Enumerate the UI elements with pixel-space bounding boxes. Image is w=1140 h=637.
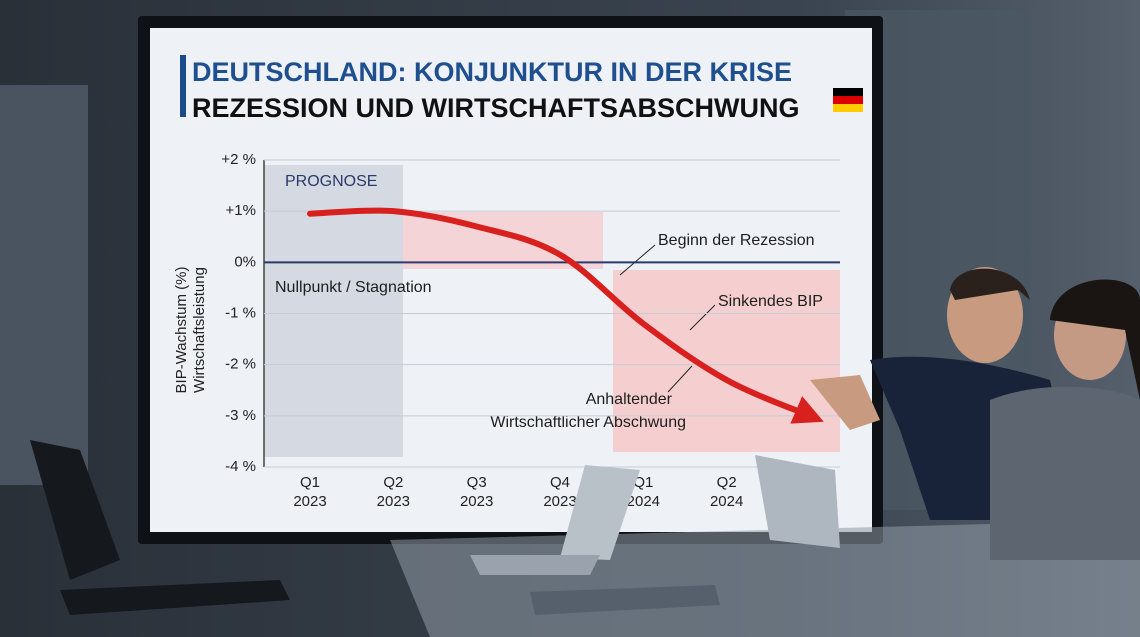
y-tick-label: +2 %	[221, 151, 256, 168]
zero-annotation: Nullpunkt / Stagnation	[275, 279, 432, 296]
flag-red	[833, 96, 863, 104]
x-tick-label: Q2 2023	[377, 474, 410, 510]
colleague-hair	[1050, 279, 1140, 400]
y-axis-label: BIP-Wachstum (%)	[173, 267, 190, 394]
y-axis-label: Wirtschaftsleistung	[191, 267, 208, 393]
y-tick-label: -1 %	[225, 304, 256, 321]
annotation-pointer	[619, 244, 656, 276]
chair-seat	[60, 580, 290, 615]
x-tick-label: Q1 2023	[293, 474, 326, 510]
y-tick-label: -2 %	[225, 356, 256, 373]
folder	[530, 585, 720, 615]
laptop-screen	[560, 465, 640, 560]
flag-black	[833, 88, 863, 96]
x-tick-label: Q2 2024	[710, 474, 743, 510]
forecast-label: PROGNOSE	[285, 173, 377, 190]
plot: +2 % +1% 0% -1 % -2 % -3 % -4 % Q1 2023 Q2 2023 Q3 2…	[221, 151, 840, 510]
recession-annotation: Beginn der Rezession	[658, 232, 815, 249]
x-tick-label: Q3 2023	[460, 474, 493, 510]
downturn-annotation: Anhaltender	[586, 391, 673, 408]
y-tick-label: 0%	[234, 253, 256, 270]
flag-gold	[833, 104, 863, 112]
x-tick-label: Q1 2024	[627, 474, 660, 510]
colleague-body	[990, 386, 1140, 560]
annotation-pointer	[667, 365, 693, 393]
laptop-base	[470, 555, 600, 575]
presenter-hand	[810, 375, 880, 430]
x-tick-label: Q4 2023	[543, 474, 576, 510]
chair	[30, 440, 120, 580]
falling-annotation: Sinkendes BIP	[718, 293, 823, 310]
y-tick-label: -3 %	[225, 407, 256, 424]
title-accent	[180, 55, 186, 117]
annotation-pointer	[689, 304, 716, 331]
chart-title: DEUTSCHLAND: KONJUNKTUR IN DER KRISE	[192, 57, 792, 87]
presenter-hair	[950, 268, 1030, 300]
y-tick-label: +1%	[226, 202, 256, 219]
laptop-screen	[755, 455, 840, 548]
downturn-annotation: Wirtschaftlicher Abschwung	[490, 414, 686, 431]
wall-board	[0, 85, 88, 485]
y-tick-label: -4 %	[225, 458, 256, 475]
data-line	[307, 207, 824, 424]
chart-subtitle: REZESSION UND WIRTSCHAFTSABSCHWUNG	[192, 93, 800, 123]
